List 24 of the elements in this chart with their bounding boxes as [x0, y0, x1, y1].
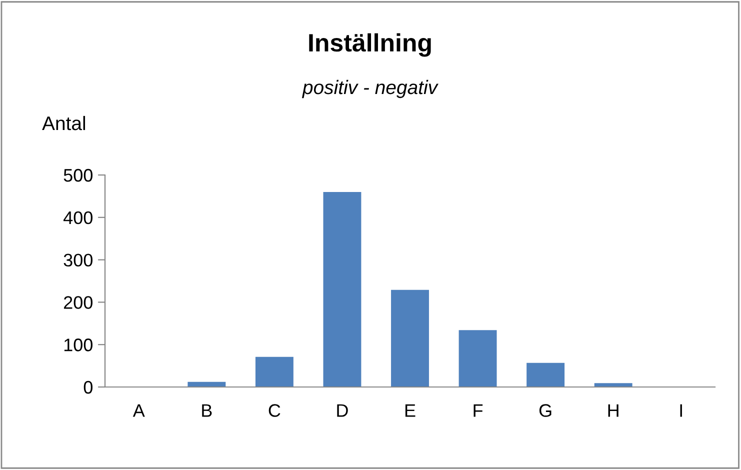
x-tick-label: A [132, 404, 145, 417]
x-tick-label: G [539, 404, 552, 417]
y-tick-label: 500 [64, 168, 92, 182]
bar [255, 356, 294, 387]
x-tick-label: I [680, 404, 682, 417]
bar [526, 362, 565, 387]
y-tick-label: 100 [64, 338, 92, 352]
x-tick-label: H [608, 404, 618, 417]
bar [594, 383, 632, 387]
bar [458, 330, 497, 387]
x-tick-label: E [405, 404, 416, 417]
y-tick-label: 400 [63, 211, 92, 224]
y-tick-label: 0 [84, 380, 92, 394]
x-tick-label: B [202, 404, 212, 417]
y-axis-title: Antal [42, 116, 86, 130]
x-tick-label: F [474, 404, 483, 417]
chart-subtitle: positiv - negativ [302, 80, 438, 98]
x-tick-label: C [268, 404, 280, 417]
bar [391, 290, 429, 387]
bar [323, 192, 362, 387]
y-tick-label: 300 [64, 254, 92, 267]
x-tick-label: D [337, 404, 348, 417]
y-tick-label: 200 [64, 296, 92, 309]
chart-title: Inställning [309, 33, 431, 57]
